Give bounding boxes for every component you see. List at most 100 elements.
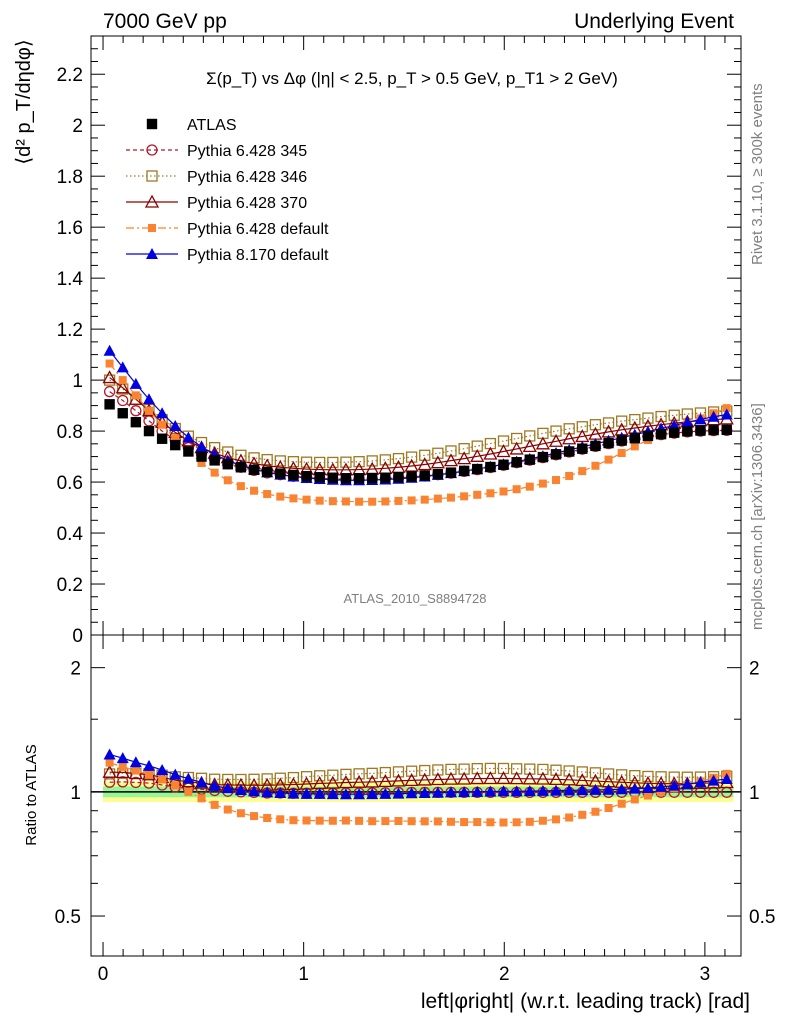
ratio-ytick-label: 0.5: [55, 907, 81, 928]
legend-entry: ATLAS: [146, 117, 237, 134]
data-point: [353, 456, 365, 468]
data-point: [222, 459, 233, 470]
data-point: [668, 409, 680, 421]
ratio-point: [460, 818, 469, 827]
legend-label: Pythia 6.428 370: [187, 195, 307, 212]
data-point: [353, 473, 365, 484]
ratio-point: [563, 765, 575, 777]
data-point: [562, 431, 577, 445]
data-point: [695, 425, 706, 436]
ratio-point: [668, 779, 681, 791]
ratio-point: [497, 785, 510, 797]
ratio-point: [355, 816, 364, 825]
data-point: [590, 440, 601, 452]
ratio-point: [499, 818, 508, 827]
ratio-point: [144, 770, 153, 779]
data-point: [602, 417, 615, 429]
series-2: [103, 374, 733, 469]
data-point: [525, 482, 534, 491]
legend-marker: [146, 118, 158, 130]
ratio-point: [313, 787, 326, 799]
data-point: [156, 433, 168, 444]
legend-marker: [146, 144, 158, 156]
data-point: [604, 455, 613, 464]
data-point: [642, 412, 654, 424]
data-point: [197, 458, 206, 467]
ratio-point: [171, 781, 180, 790]
data-point: [209, 455, 220, 466]
data-point: [169, 419, 182, 431]
ratio-point: [522, 771, 537, 785]
ratio-point: [156, 763, 169, 775]
data-point: [443, 453, 459, 467]
data-point: [392, 452, 405, 465]
ratio-point: [274, 772, 286, 784]
data-point: [524, 454, 535, 465]
ratio-point: [458, 786, 471, 798]
ratio-point: [223, 805, 232, 814]
data-point: [275, 468, 286, 479]
ratio-point: [538, 816, 547, 825]
ratio-point: [512, 818, 521, 827]
data-point: [367, 472, 378, 484]
data-point: [170, 439, 181, 451]
ratio-point: [182, 772, 195, 784]
data-point: [616, 415, 628, 427]
data-point: [381, 497, 390, 506]
data-point: [368, 497, 377, 506]
ratio-series-5: [103, 748, 733, 800]
ratio-point: [250, 812, 259, 821]
ratio-point: [353, 768, 365, 780]
data-point: [142, 393, 155, 405]
data-point: [171, 434, 180, 443]
ratio-point: [289, 816, 298, 825]
ratio-point: [105, 758, 114, 767]
data-point: [380, 472, 391, 483]
legend: ATLAS Pythia 6.428 345 Pythia 6.428 346 Pyt…: [126, 117, 329, 264]
data-point: [458, 465, 470, 477]
data-point: [250, 486, 259, 495]
ratio-point: [353, 788, 366, 800]
ratio-point: [417, 772, 432, 786]
ratio-point: [550, 784, 563, 796]
data-point: [496, 444, 511, 458]
ratio-point: [118, 762, 127, 771]
data-point: [473, 490, 482, 499]
ratio-point: [418, 786, 431, 798]
ratio-point: [302, 816, 311, 825]
ratio-point: [142, 759, 155, 771]
data-point: [682, 426, 693, 437]
data-point: [669, 427, 680, 438]
ratio-point: [457, 771, 472, 785]
data-point: [407, 496, 416, 505]
data-point: [419, 470, 430, 481]
data-point: [117, 408, 128, 419]
ratio-point: [589, 783, 602, 795]
data-point: [103, 344, 116, 356]
data-point: [183, 446, 194, 457]
ratio-point: [537, 763, 549, 776]
data-point: [460, 492, 469, 501]
ratio-point: [643, 791, 652, 800]
main-ylabel: ⟨d² p_T/dηdφ⟩: [13, 39, 35, 164]
ratio-point: [130, 776, 142, 789]
data-point: [302, 495, 311, 504]
ratio-point: [327, 769, 339, 781]
data-point: [261, 466, 273, 478]
ratio-point: [525, 817, 534, 826]
ratio-point: [234, 783, 247, 795]
data-point: [722, 404, 731, 413]
data-point: [563, 446, 575, 457]
data-point: [130, 416, 142, 428]
ratio-point: [129, 756, 142, 768]
main-ytick-label: 1.4: [57, 269, 84, 290]
mcplots-label: mcplots.cern.ch [arXiv:1306.3436]: [749, 403, 766, 630]
ratio-point: [274, 786, 287, 798]
data-point: [405, 451, 418, 463]
data-point: [288, 469, 299, 481]
ratio-point: [103, 748, 116, 760]
legend-label: Pythia 6.428 default: [187, 221, 329, 238]
ratio-point: [381, 817, 390, 826]
data-point: [263, 490, 272, 499]
